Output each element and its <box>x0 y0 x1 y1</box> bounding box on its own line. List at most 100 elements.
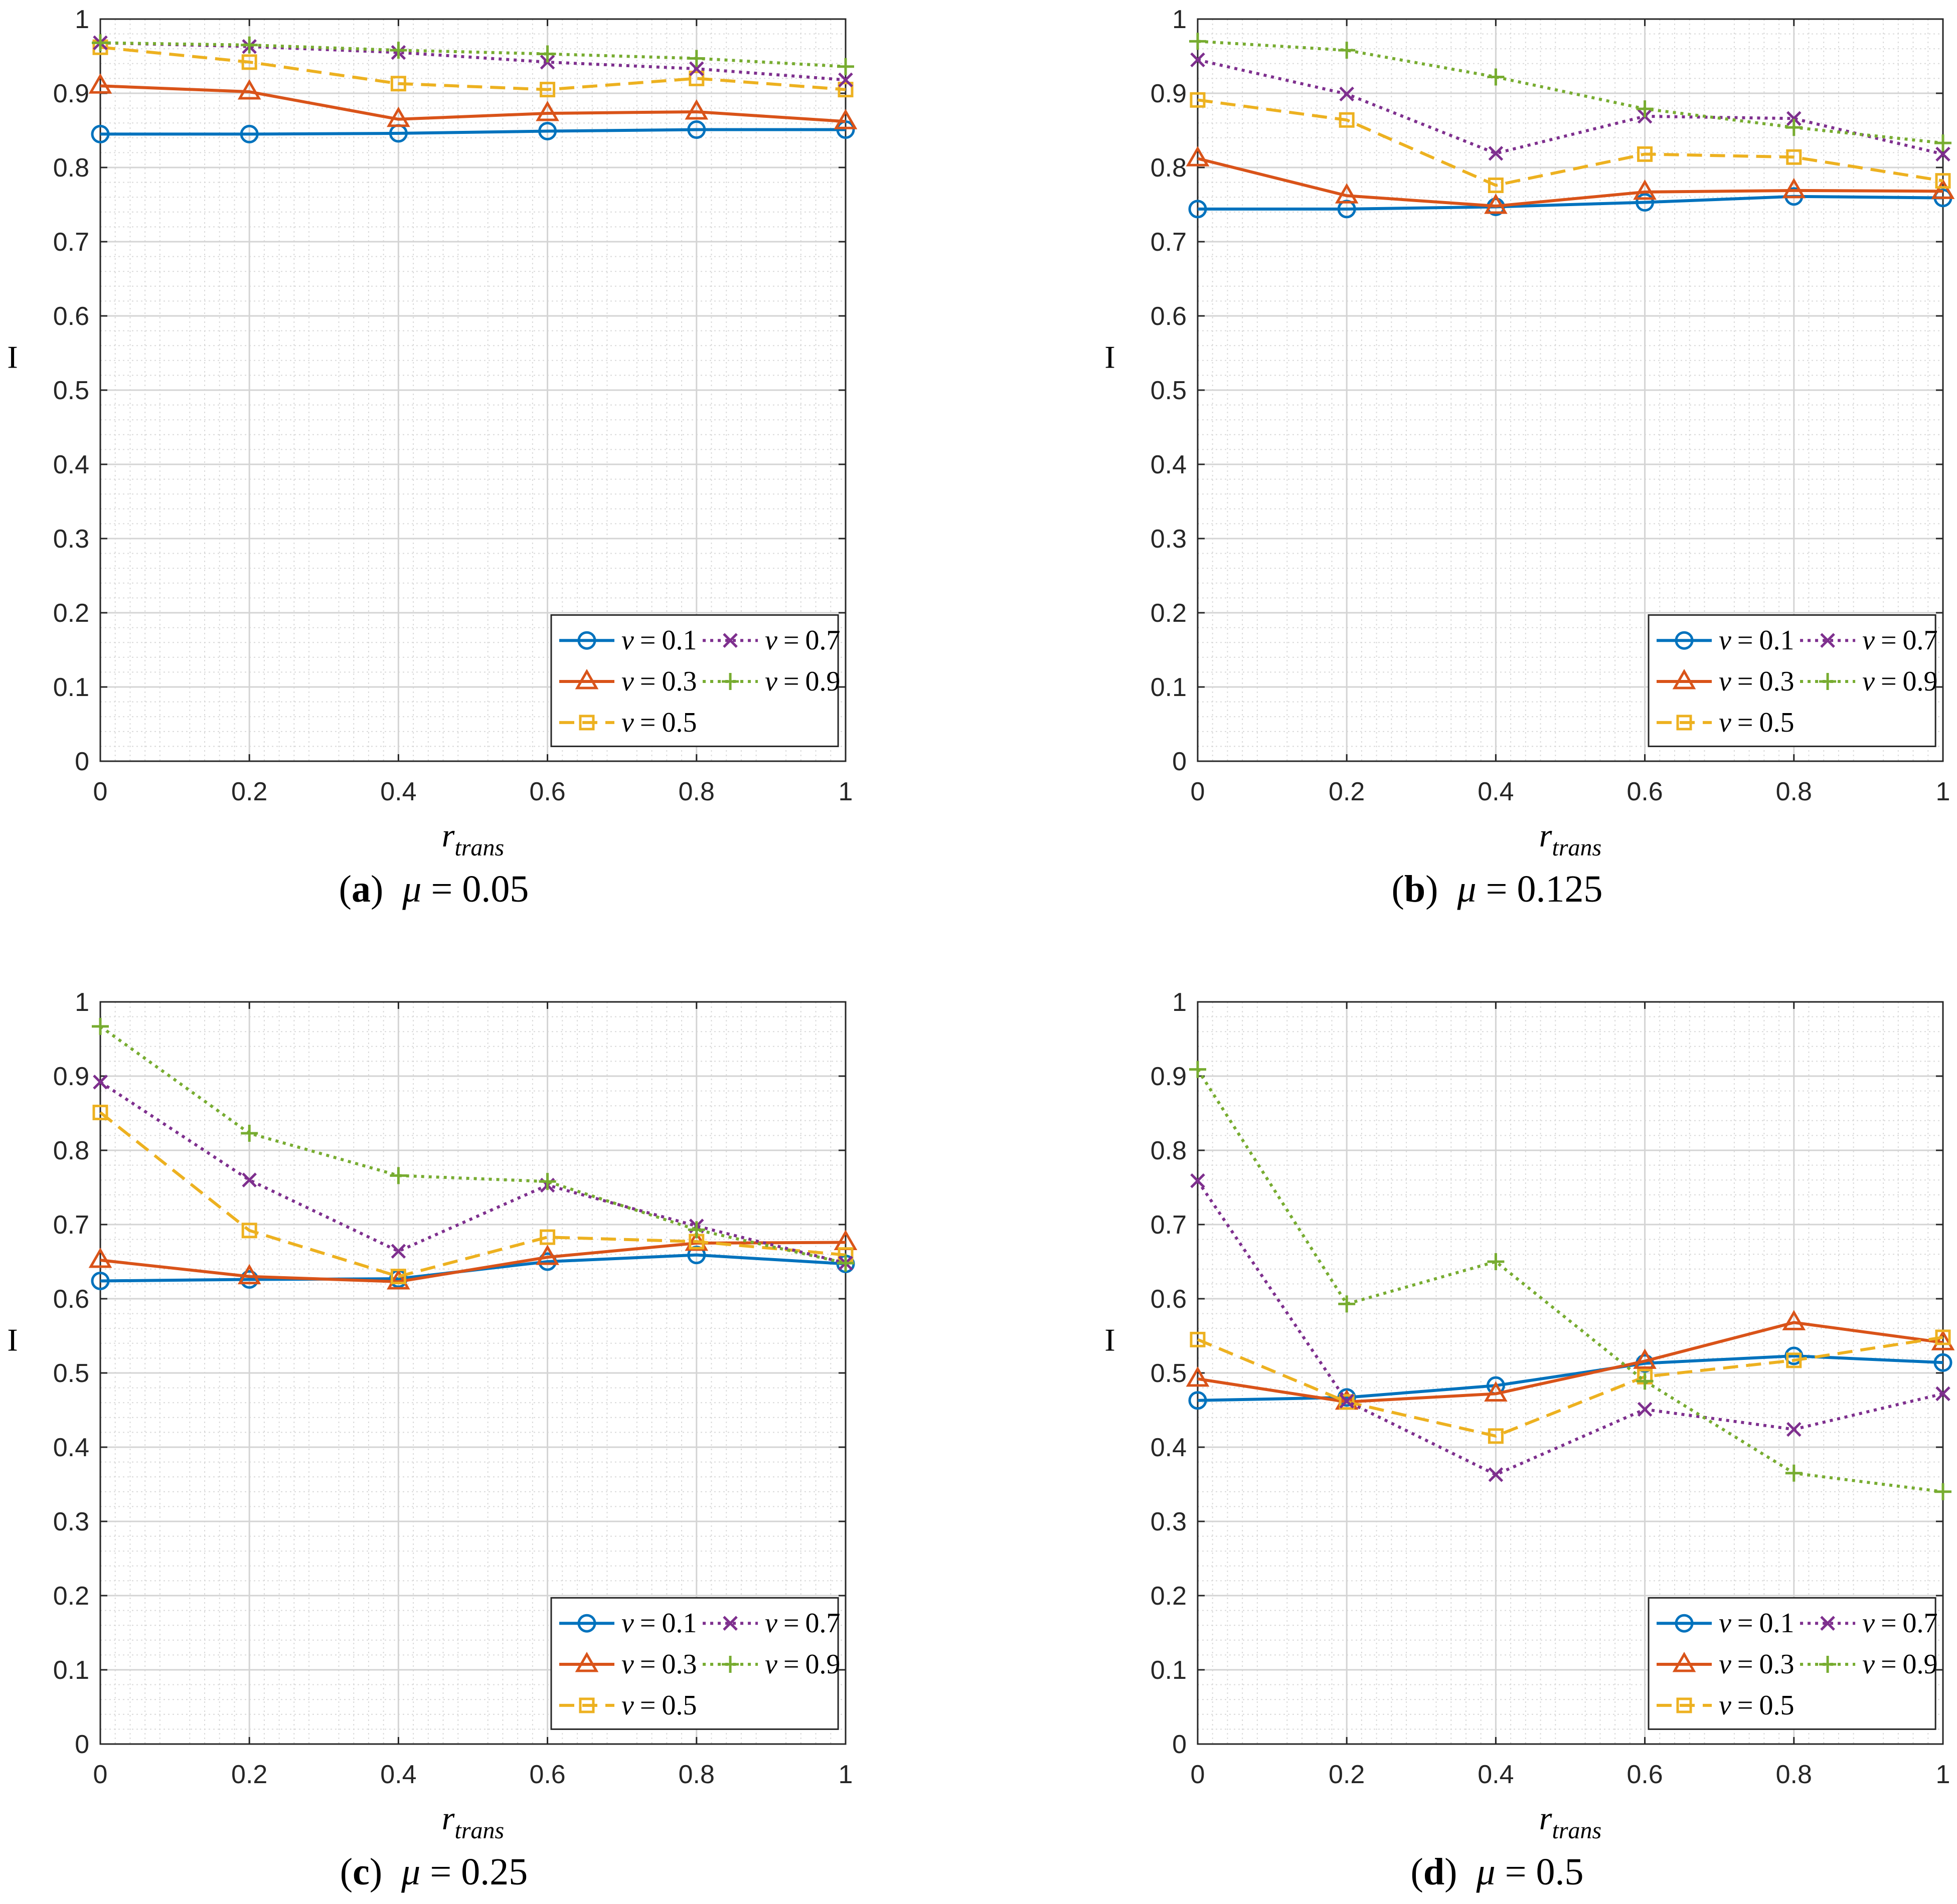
x-axis-label-main: r <box>1539 817 1552 854</box>
legend-label: ν = 0.5 <box>1719 1690 1794 1721</box>
legend-marker <box>575 669 599 689</box>
legend-marker <box>577 631 596 650</box>
series-5 <box>92 34 854 75</box>
data-point <box>1189 1061 1206 1078</box>
legend-nu-symbol: ν <box>1862 1608 1875 1639</box>
y-tick-label: 0.4 <box>53 450 89 479</box>
data-point <box>536 100 559 121</box>
chart-panel-4: 0 0.2 0.4 0.6 0.8 1 0 0.1 0.2 0.3 0.4 0.5 0.6 0.7 0.8 0… <box>1104 988 1955 1844</box>
series-3 <box>1190 1329 1951 1444</box>
y-tick-label: 0.9 <box>53 79 89 108</box>
data-point <box>687 120 706 139</box>
series-line <box>100 84 846 123</box>
legend-eq: = <box>1737 1608 1753 1639</box>
data-point <box>1637 1402 1653 1417</box>
y-tick-label: 0.4 <box>53 1433 89 1462</box>
series-5 <box>92 1017 854 1272</box>
legend-eq: = <box>1881 666 1897 697</box>
data-point <box>1338 1295 1356 1313</box>
legend-marker <box>1672 1652 1696 1672</box>
x-tick-label: 0 <box>93 1760 108 1789</box>
x-tick-label: 0.8 <box>679 777 715 806</box>
data-point <box>540 1229 556 1245</box>
y-tick-label: 0.6 <box>53 302 89 331</box>
legend-nu-value: 0.9 <box>1903 1649 1938 1680</box>
y-tick-label: 0 <box>75 1730 89 1759</box>
data-point <box>1188 200 1207 219</box>
y-tick-label: 0.7 <box>53 228 89 257</box>
x-tick-label: 0.2 <box>1329 777 1365 806</box>
data-point <box>1484 193 1508 214</box>
data-point <box>539 45 556 63</box>
x-tick-label: 0.6 <box>529 1760 565 1789</box>
x-tick-label: 1 <box>839 1760 853 1789</box>
y-tick-label: 0.3 <box>53 525 89 554</box>
series-line <box>100 128 846 136</box>
x-axis-label: rtrans <box>442 817 504 861</box>
legend-eq: = <box>1737 625 1753 656</box>
data-point <box>1189 33 1206 50</box>
data-point <box>689 61 704 76</box>
caption-d: (d) μ = 0.5 <box>1410 1851 1584 1893</box>
y-tick-label: 0.9 <box>53 1062 89 1091</box>
legend-marker <box>1819 1656 1837 1673</box>
data-point <box>92 1017 109 1035</box>
legend-marker <box>577 1614 596 1633</box>
y-tick-label: 0.6 <box>1151 302 1187 331</box>
data-point <box>1484 1381 1508 1402</box>
legend-nu-symbol: ν <box>621 1649 634 1680</box>
x-tick-label: 0.2 <box>1329 1760 1365 1789</box>
series-2 <box>1186 146 1955 214</box>
data-point <box>241 54 257 70</box>
legend-marker <box>723 633 738 648</box>
data-point <box>1782 178 1806 199</box>
y-tick-label: 0.1 <box>53 1656 89 1685</box>
data-point <box>536 1245 559 1265</box>
legend-nu-value: 0.3 <box>1759 666 1794 697</box>
y-tick-label: 1 <box>1172 5 1187 34</box>
data-point <box>1488 1428 1504 1444</box>
data-point <box>1188 1391 1207 1410</box>
legend-label: ν = 0.3 <box>621 666 697 697</box>
legend-marker <box>1820 1616 1835 1631</box>
legend-label: ν = 0.1 <box>1719 625 1794 656</box>
y-tick-label: 0.8 <box>1151 153 1187 183</box>
legend-nu-symbol: ν <box>1719 1690 1731 1721</box>
legend-marker <box>722 673 739 690</box>
legend-marker <box>1675 631 1694 650</box>
legend-nu-symbol: ν <box>621 707 634 738</box>
legend-nu-value: 0.5 <box>662 1690 697 1721</box>
series-line <box>1197 1335 1943 1438</box>
x-tick-label: 0.8 <box>679 1760 715 1789</box>
legend-nu-value: 0.7 <box>1903 625 1938 656</box>
x-tick-label: 0 <box>93 777 108 806</box>
legend-nu-value: 0.3 <box>662 1649 697 1680</box>
legend-marker <box>1676 715 1692 731</box>
data-point <box>1190 1173 1205 1188</box>
y-tick-label: 0.8 <box>53 1136 89 1165</box>
y-tick-label: 0.3 <box>1151 1507 1187 1536</box>
legend-eq: = <box>783 666 799 697</box>
legend-nu-value: 0.1 <box>662 1608 697 1639</box>
data-point <box>539 1173 556 1190</box>
series-4 <box>1190 52 1950 162</box>
legend-eq: = <box>1881 1649 1897 1680</box>
data-point <box>1786 149 1802 165</box>
y-tick-label: 0.2 <box>53 1582 89 1611</box>
data-point <box>237 1264 261 1285</box>
legend-label: ν = 0.3 <box>621 1649 697 1680</box>
data-point <box>241 36 258 54</box>
data-point <box>93 1075 108 1090</box>
legend-label: ν = 0.1 <box>621 625 697 656</box>
data-point <box>1633 179 1657 200</box>
data-point <box>88 1248 112 1268</box>
y-axis-label: I <box>7 339 18 375</box>
y-tick-label: 0.5 <box>1151 376 1187 405</box>
y-tick-label: 0.1 <box>1151 1656 1187 1685</box>
series-line <box>1197 58 1943 156</box>
y-tick-label: 1 <box>75 5 89 34</box>
data-point <box>1933 1353 1952 1372</box>
data-point <box>1637 146 1653 162</box>
y-tick-label: 0.2 <box>1151 1582 1187 1611</box>
legend-nu-symbol: ν <box>1719 1649 1731 1680</box>
